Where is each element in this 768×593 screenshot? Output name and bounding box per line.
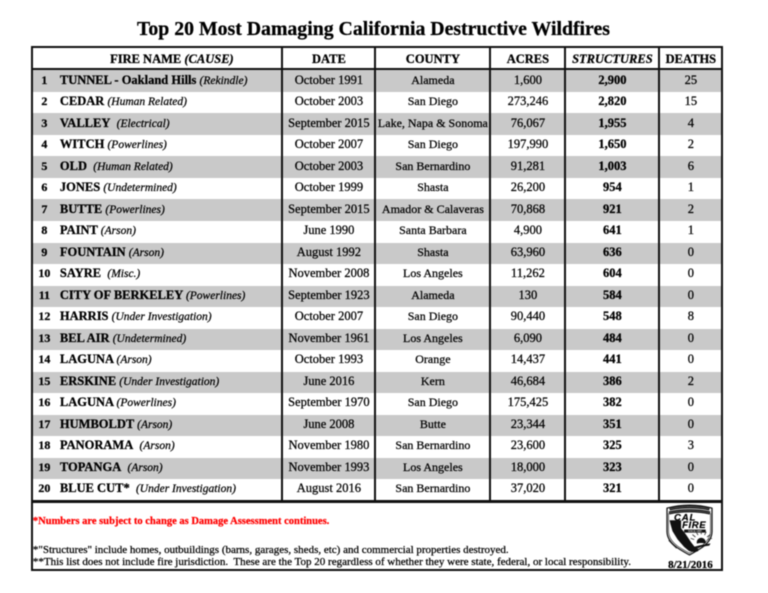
svg-text:FIRE: FIRE — [682, 520, 706, 531]
svg-text:CAL: CAL — [674, 512, 696, 523]
svg-text:SINCE 1885: SINCE 1885 — [688, 530, 703, 533]
